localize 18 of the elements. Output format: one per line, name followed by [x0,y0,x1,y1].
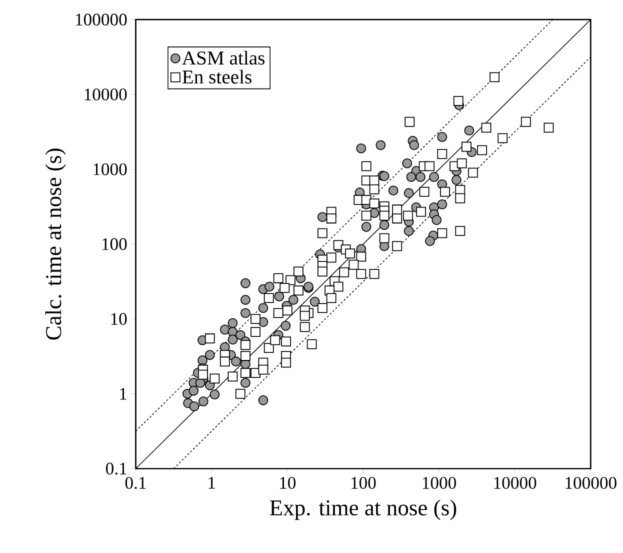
legend-label: En steels [182,70,252,84]
x-tick-label: 0.1 [125,477,146,489]
y-axis-title: Calc. time at nose (s) [45,148,66,340]
legend-label: ASM atlas [182,50,265,65]
x-tick-label: 1000 [422,477,456,489]
x-tick-label: 10 [280,477,296,489]
x-tick-label: 100000 [566,477,616,489]
x-axis-title: Exp. time at nose (s) [270,500,456,520]
y-tick-label: 100000 [76,14,127,26]
y-tick-label: 1 [120,388,126,400]
y-tick-label: 10 [111,313,127,325]
y-tick-label: 10000 [84,88,127,100]
x-tick-label: 1 [208,476,215,489]
y-tick-label: 1000 [94,163,127,176]
y-tick-label: 0.1 [106,462,126,475]
y-tick-label: 100 [102,238,127,250]
x-tick-label: 100 [352,477,376,489]
x-tick-label: 10000 [494,477,536,489]
